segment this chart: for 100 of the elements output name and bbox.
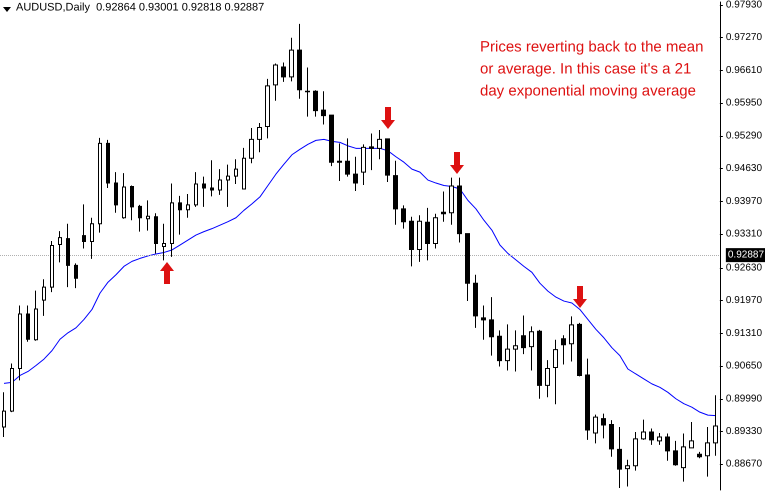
candlestick [50,240,54,293]
candlestick [218,168,222,196]
candlestick [146,200,150,232]
candlestick [665,432,670,462]
candlestick [425,207,430,261]
candlestick [449,177,454,226]
y-tick-label: 0.91310 [726,328,762,339]
candlestick [713,394,718,456]
candlestick [194,172,198,208]
candlestick [569,316,574,362]
candlestick [34,290,38,342]
y-tick-label: 0.92630 [726,262,762,274]
candlestick [593,414,598,444]
candlestick [82,204,86,249]
candlestick [497,330,502,368]
y-tick-label: 0.95290 [726,130,762,142]
candlestick [705,426,710,478]
candlestick [369,132,374,171]
candlestick [42,278,46,316]
candlestick [409,216,414,267]
candlestick [433,213,438,249]
candlestick [641,419,646,440]
chart-title: AUDUSD,Daily 0.92864 0.93001 0.92818 0.92887 [16,2,264,14]
candlestick [417,214,422,262]
candlestick [521,314,526,355]
y-tick-label: 0.97270 [726,32,762,44]
ref-line-label: 0.92887 [728,250,764,261]
candlestick [489,296,494,356]
candlestick [361,144,366,186]
candlestick [26,305,30,342]
candlestick [377,129,382,160]
candlestick [321,90,326,126]
candlestick [561,334,566,366]
candlestick [138,204,142,232]
y-tick-label: 0.90650 [726,360,762,372]
annotation: Prices reverting back to the mean or average. In this case it's a 21 day exponential moving average [480,38,708,100]
candlestick [313,90,318,118]
candlestick [226,164,230,208]
candlestick [337,142,342,182]
candlestick [210,160,214,197]
candlestick [202,176,206,208]
candlestick [673,440,678,466]
candlestick [633,431,638,472]
candlestick [10,363,14,413]
candlestick [170,183,174,258]
candlestick [130,185,134,221]
candlestick [122,172,126,220]
candlestick [106,139,110,188]
candlestick [242,147,246,190]
candlestick [178,195,182,236]
candlestick [473,274,478,328]
candlestick [481,305,486,340]
candlestick [385,138,390,183]
candlestick [353,156,358,192]
candlestick [305,66,310,118]
candlestick [649,428,654,446]
candlestick [617,426,622,489]
candlestick [513,330,518,372]
candlestick [2,392,6,438]
candlestick [273,63,278,102]
candlestick [329,114,334,167]
candlestick [393,160,398,226]
candlestick [297,23,302,100]
candlestick [457,177,462,244]
y-tick-label: 0.91970 [726,295,762,306]
line-series [4,138,716,416]
candlestick [186,193,190,218]
candlestick [697,451,702,459]
candlestick [18,305,22,381]
y-tick-label: 0.88670 [726,458,762,470]
candlestick [609,420,614,458]
candlestick [545,360,550,398]
candlestick [441,190,446,222]
candlestick [265,78,270,139]
candlestick [289,37,294,82]
candlestick [345,138,350,178]
y-tick-label: 0.93310 [726,228,762,240]
candlestick [281,62,286,82]
candlestick [58,230,62,263]
candlestick [249,127,254,164]
candlestick [585,358,590,440]
candlestick [401,204,406,230]
candlestick [234,158,238,185]
candlestick [601,413,606,439]
candlestick [553,339,558,405]
y-tick-label: 0.93970 [726,196,762,207]
candlestick [114,172,118,214]
candlestick [625,459,630,488]
candlestick [689,422,694,449]
candlestick [537,329,542,400]
y-tick-label: 0.96610 [726,64,762,76]
candlestick [529,326,534,371]
candlestick [681,432,686,482]
candlestick [74,262,78,289]
candlestick [90,217,94,260]
candlestick [577,322,582,377]
candlestick [657,432,662,446]
y-tick-label: 0.89990 [726,393,762,404]
candlestick [162,223,166,261]
y-tick-label: 0.89330 [726,426,762,437]
